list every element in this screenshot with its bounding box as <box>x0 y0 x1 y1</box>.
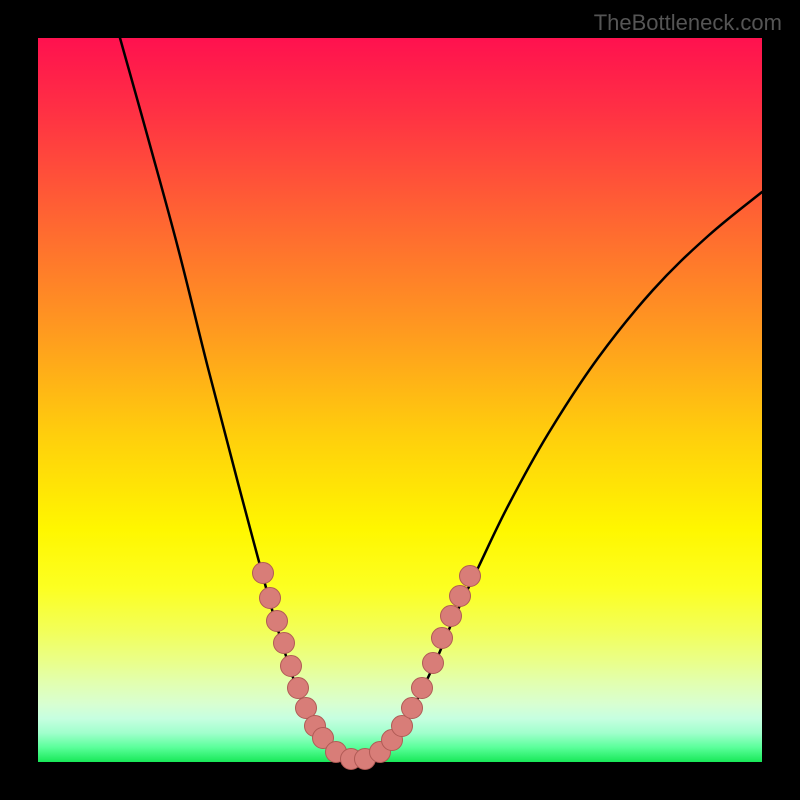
data-point <box>449 585 471 607</box>
data-point <box>431 627 453 649</box>
plot-area <box>38 38 762 762</box>
data-point <box>459 565 481 587</box>
watermark-text: TheBottleneck.com <box>594 10 782 36</box>
data-point <box>280 655 302 677</box>
data-point <box>401 697 423 719</box>
data-point <box>252 562 274 584</box>
data-point <box>266 610 288 632</box>
data-point <box>440 605 462 627</box>
data-point <box>287 677 309 699</box>
data-point <box>411 677 433 699</box>
data-point <box>259 587 281 609</box>
data-point <box>422 652 444 674</box>
v-curve <box>38 38 762 762</box>
data-point <box>273 632 295 654</box>
